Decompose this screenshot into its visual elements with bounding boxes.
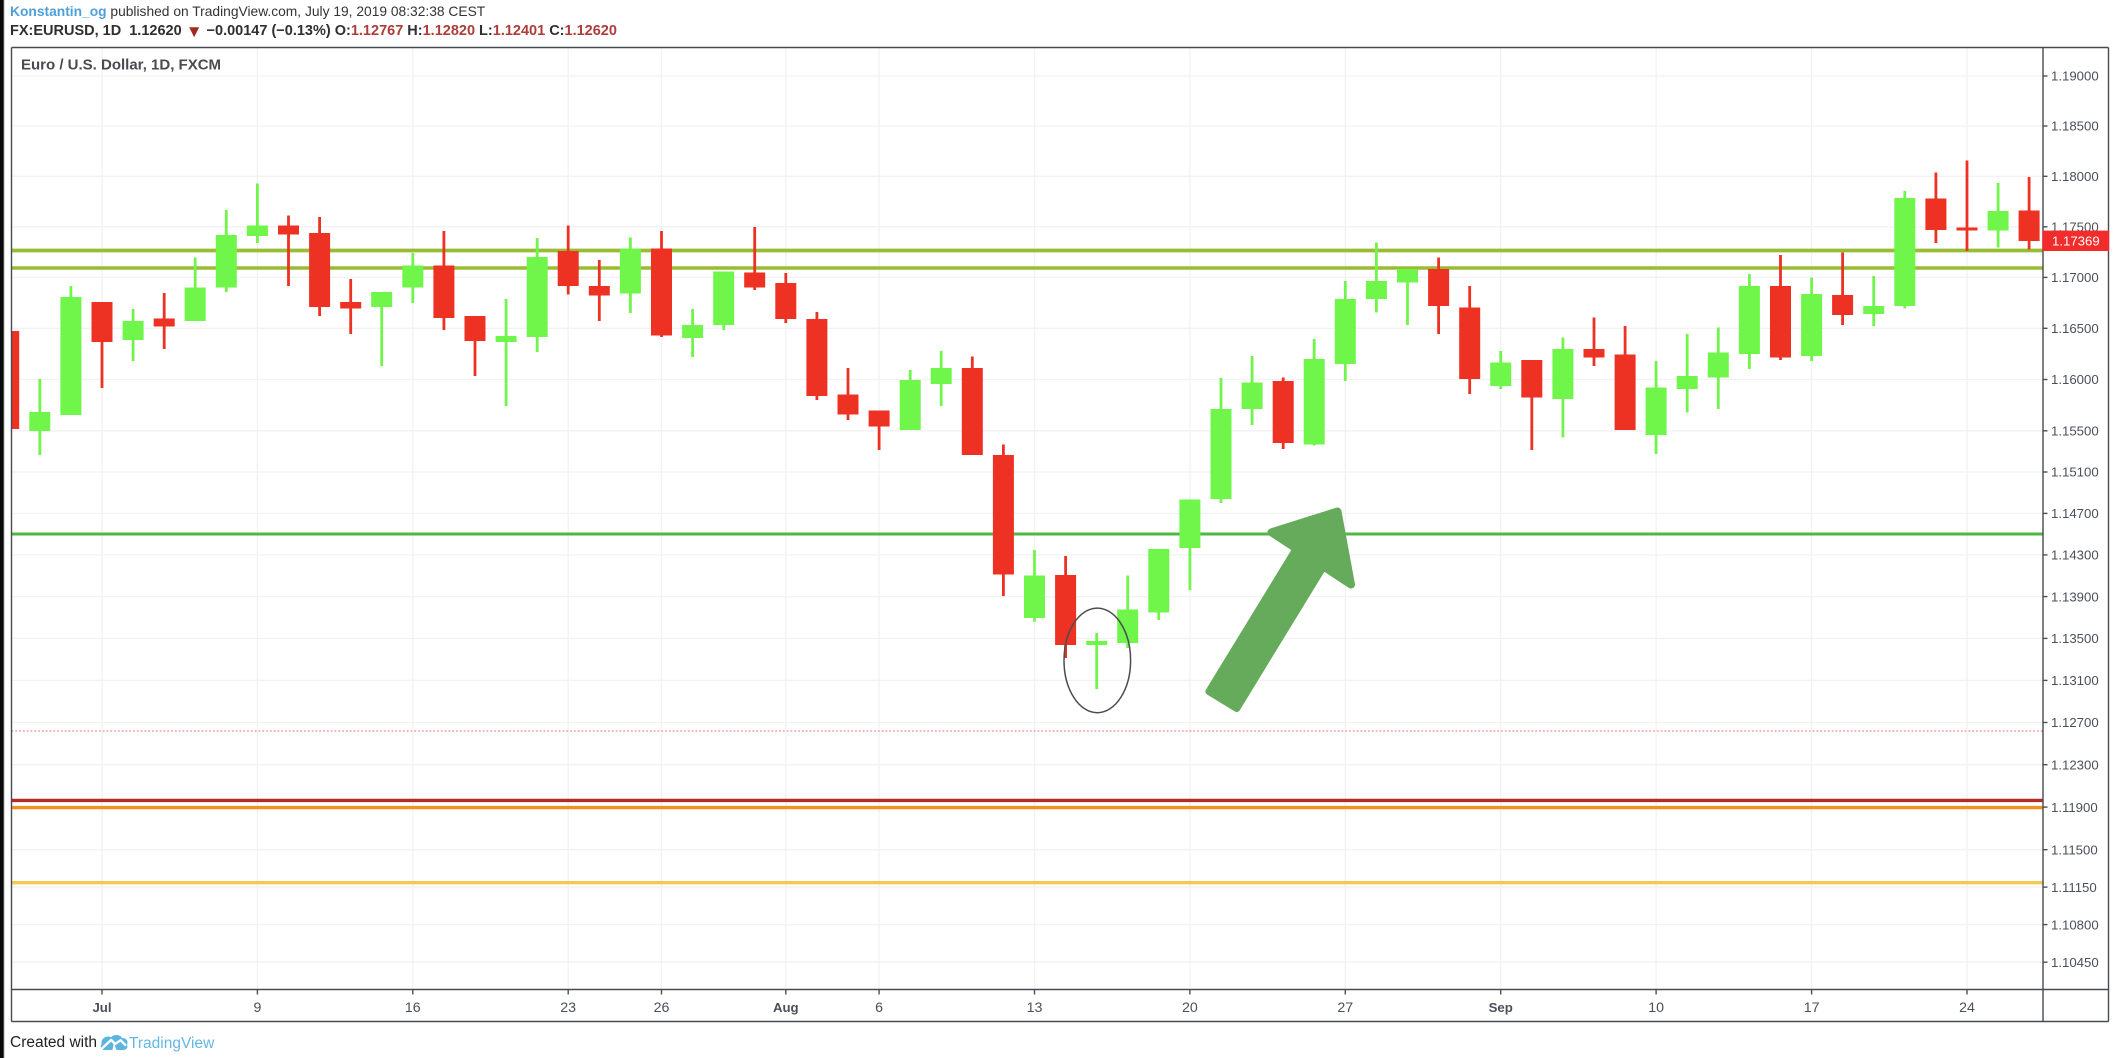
svg-text:1.14700: 1.14700 xyxy=(2051,506,2099,521)
svg-text:Jul: Jul xyxy=(92,1000,111,1015)
svg-text:13: 13 xyxy=(1027,1000,1043,1016)
svg-text:24: 24 xyxy=(1959,1000,1975,1016)
svg-text:1.15500: 1.15500 xyxy=(2051,424,2099,439)
svg-text:1.12300: 1.12300 xyxy=(2051,757,2099,772)
svg-text:1.15100: 1.15100 xyxy=(2051,465,2099,480)
svg-text:Aug: Aug xyxy=(773,1000,799,1015)
svg-text:1.11150: 1.11150 xyxy=(2051,880,2097,895)
svg-text:1.16500: 1.16500 xyxy=(2051,321,2099,336)
svg-text:Sep: Sep xyxy=(1489,1000,1513,1015)
svg-text:16: 16 xyxy=(405,1000,421,1016)
svg-text:27: 27 xyxy=(1337,1000,1353,1016)
svg-text:1.18500: 1.18500 xyxy=(2051,119,2099,134)
svg-text:1.19000: 1.19000 xyxy=(2051,69,2099,84)
svg-text:1.14300: 1.14300 xyxy=(2051,548,2099,563)
svg-text:1.16000: 1.16000 xyxy=(2051,372,2099,387)
svg-text:1.12700: 1.12700 xyxy=(2051,715,2099,730)
svg-text:26: 26 xyxy=(654,1000,670,1016)
svg-text:1.10800: 1.10800 xyxy=(2051,917,2099,932)
svg-text:1.13900: 1.13900 xyxy=(2051,589,2099,604)
svg-text:1.17369: 1.17369 xyxy=(2052,234,2100,249)
svg-text:1.10450: 1.10450 xyxy=(2051,955,2099,970)
svg-text:17: 17 xyxy=(1804,1000,1820,1016)
svg-text:1.11900: 1.11900 xyxy=(2051,800,2098,815)
svg-text:1.13500: 1.13500 xyxy=(2051,631,2099,646)
svg-text:1.17000: 1.17000 xyxy=(2051,270,2099,285)
svg-text:10: 10 xyxy=(1648,1000,1664,1016)
svg-text:23: 23 xyxy=(560,1000,576,1016)
svg-text:6: 6 xyxy=(875,1000,883,1016)
svg-text:1.18000: 1.18000 xyxy=(2051,169,2099,184)
svg-text:1.13100: 1.13100 xyxy=(2051,673,2099,688)
svg-text:20: 20 xyxy=(1182,1000,1198,1016)
svg-text:Euro / U.S. Dollar, 1D, FXCM: Euro / U.S. Dollar, 1D, FXCM xyxy=(21,57,221,74)
svg-text:1.11500: 1.11500 xyxy=(2051,842,2098,857)
svg-text:9: 9 xyxy=(253,1000,261,1016)
